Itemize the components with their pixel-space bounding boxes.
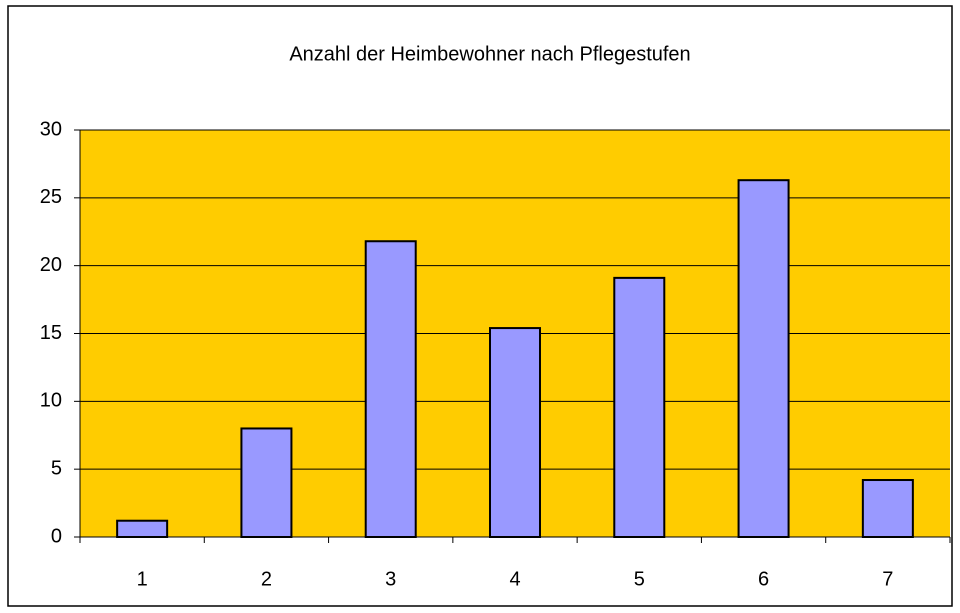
x-tick-label: 6 [758, 568, 769, 590]
chart-title: Anzahl der Heimbewohner nach Pflegestufe… [289, 43, 690, 65]
x-tick-label: 2 [261, 568, 272, 590]
x-tick-label: 7 [882, 568, 893, 590]
y-tick-label: 25 [40, 186, 62, 208]
bar [489, 327, 541, 538]
y-tick-label: 10 [40, 390, 62, 412]
y-tick-label: 15 [40, 322, 62, 344]
y-tick-label: 5 [51, 457, 62, 479]
y-tick-label: 30 [40, 118, 62, 140]
x-tick-label: 1 [137, 568, 148, 590]
bar [737, 179, 790, 539]
x-tick-label: 5 [634, 568, 645, 590]
bar [613, 276, 666, 538]
bar [240, 427, 293, 539]
x-tick-label: 3 [385, 568, 396, 590]
x-tick-label: 4 [509, 568, 520, 590]
y-tick-label: 0 [51, 525, 62, 547]
y-tick-label: 20 [40, 254, 62, 276]
bar [116, 519, 169, 538]
bar [364, 240, 417, 538]
bar [861, 479, 914, 538]
